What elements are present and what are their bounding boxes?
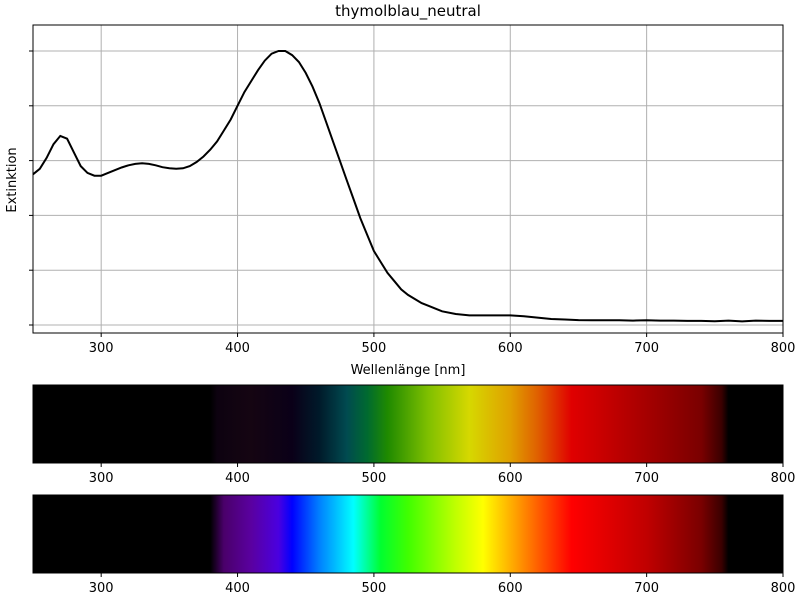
grid	[33, 25, 783, 333]
chart-title: thymolblau_neutral	[335, 2, 481, 21]
x-axis-tick-label-500: 500	[361, 341, 386, 356]
visible-x-tick-label-400: 400	[225, 581, 250, 596]
visible-x-tick-label-500: 500	[361, 581, 386, 596]
series-line	[32, 50, 783, 323]
y-axis-ticks	[29, 50, 33, 326]
x-axis-tick-label-600: 600	[498, 341, 523, 356]
visible-strip-ticks: 300 400 500 600 700 800	[89, 573, 796, 596]
x-axis-tick-label-700: 700	[634, 341, 659, 356]
absorption-x-tick-label-800: 800	[771, 471, 796, 486]
visible-spectrum-band	[33, 495, 783, 573]
absorption-strip-frame	[32, 384, 784, 464]
absorption-x-tick-label-300: 300	[89, 471, 114, 486]
visible-spectrum-strip: 300 400 500 600 700 800	[32, 494, 796, 596]
plot-frame	[32, 24, 784, 334]
y-axis-label: Extinktion	[5, 147, 20, 212]
visible-x-tick-label-800: 800	[771, 581, 796, 596]
absorption-x-tick-label-700: 700	[634, 471, 659, 486]
visible-x-tick-label-300: 300	[89, 581, 114, 596]
spectrum-plot: thymolblau_neutral 300 400 500 600 700 800 We…	[5, 2, 795, 378]
absorption-x-tick-label-500: 500	[361, 471, 386, 486]
absorption-x-tick-label-600: 600	[498, 471, 523, 486]
x-axis-tick-label-800: 800	[771, 341, 796, 356]
absorption-x-tick-label-400: 400	[225, 471, 250, 486]
absorption-spectrum-band	[33, 385, 783, 463]
visible-x-tick-label-700: 700	[634, 581, 659, 596]
x-axis-label: Wellenlänge [nm]	[351, 363, 466, 378]
absorption-spectrum-strip: 300 400 500 600 700 800	[32, 384, 796, 486]
visible-strip-frame	[32, 494, 784, 574]
x-axis-ticks: 300 400 500 600 700 800	[89, 333, 796, 356]
x-axis-tick-label-300: 300	[89, 341, 114, 356]
visible-x-tick-label-600: 600	[498, 581, 523, 596]
x-axis-tick-label-400: 400	[225, 341, 250, 356]
absorption-strip-ticks: 300 400 500 600 700 800	[89, 463, 796, 486]
